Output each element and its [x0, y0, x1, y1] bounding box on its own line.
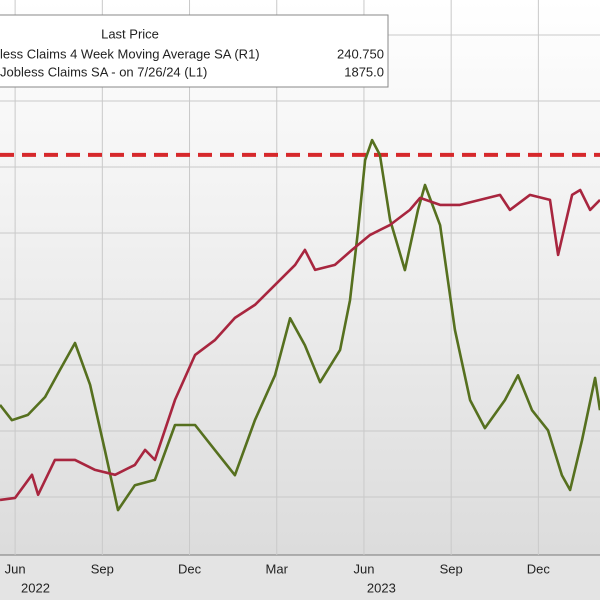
- legend-value: 1875.0: [344, 64, 384, 79]
- legend-entry: Jobless Claims SA - on 7/26/24 (L1): [0, 64, 207, 79]
- plot-background: [0, 0, 600, 555]
- x-tick-label: Dec: [178, 561, 202, 576]
- legend-entry: less Claims 4 Week Moving Average SA (R1…: [0, 46, 260, 61]
- x-tick-label: Jun: [5, 561, 26, 576]
- x-tick-label: Jun: [353, 561, 374, 576]
- year-label: 2023: [367, 580, 396, 595]
- x-tick-label: Sep: [440, 561, 463, 576]
- x-axis-band: [0, 555, 600, 600]
- legend-value: 240.750: [337, 46, 384, 61]
- series-line: [0, 138, 600, 512]
- legend-title: Last Price: [101, 26, 159, 41]
- x-tick-label: Mar: [266, 561, 289, 576]
- x-tick-label: Dec: [527, 561, 551, 576]
- legend-box: [0, 14, 389, 88]
- x-tick-label: Sep: [91, 561, 114, 576]
- year-label: 2022: [21, 580, 50, 595]
- series-line: [0, 188, 600, 502]
